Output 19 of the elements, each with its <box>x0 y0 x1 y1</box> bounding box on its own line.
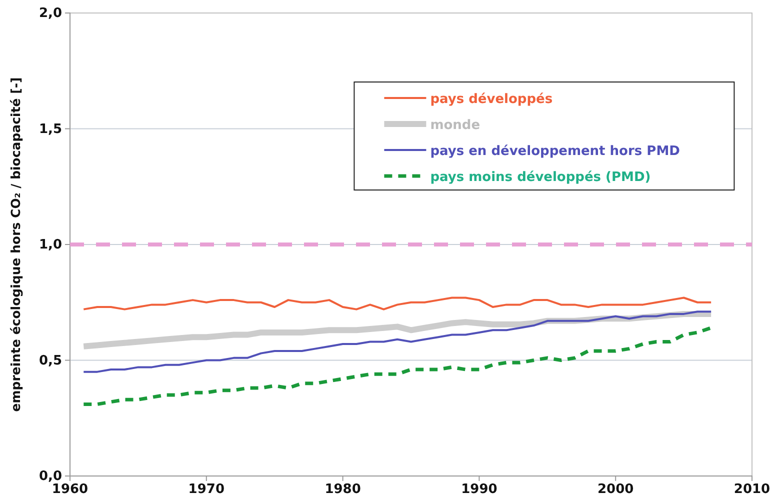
x-tick-label: 1960 <box>52 482 88 498</box>
line-series <box>82 310 712 373</box>
y-tick-label: 1,5 <box>38 122 62 137</box>
y-tick-label: 0,0 <box>38 469 62 484</box>
y-tick-label: 1,0 <box>38 238 62 253</box>
legend-label: monde <box>430 118 480 133</box>
y-axis-title: empreinte écologique hors CO₂ / biocapacité [-] <box>8 77 23 412</box>
line-series <box>82 326 713 406</box>
legend-label: pays moins développés (PMD) <box>430 170 651 185</box>
y-tick-label: 2,0 <box>38 6 62 22</box>
x-tick-label: 2000 <box>598 482 634 498</box>
x-tick-label: 2010 <box>734 482 770 498</box>
legend-label: pays en développement hors PMD <box>430 144 680 159</box>
legend-label: pays développés <box>430 92 553 107</box>
x-tick-label: 1970 <box>188 482 224 498</box>
line-series <box>82 296 712 310</box>
x-tick-label: 1990 <box>461 482 498 498</box>
y-tick-label: 0,5 <box>38 353 62 368</box>
x-tick-label: 1980 <box>324 482 361 498</box>
